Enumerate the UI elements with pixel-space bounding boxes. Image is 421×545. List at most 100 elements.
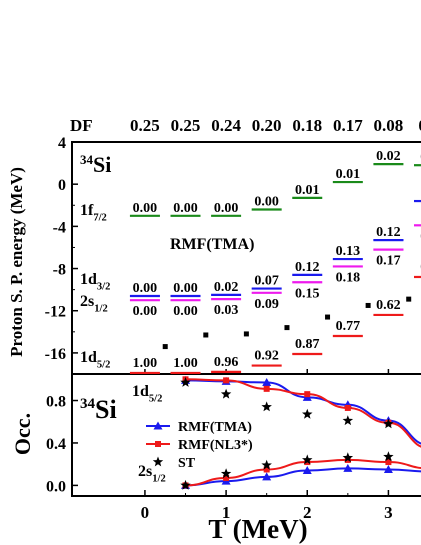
nl3-marker — [223, 474, 230, 481]
bottom-ylabel: Occ. — [10, 413, 35, 455]
bottom-xtick-label: 3 — [384, 503, 393, 522]
occupancy-label: 0.03 — [214, 303, 239, 318]
df-value: 0.18 — [292, 116, 322, 135]
occupancy-label: 0.02 — [214, 280, 239, 295]
nl3-marker — [385, 459, 392, 466]
legend-entry: ST — [178, 456, 196, 471]
st-marker — [383, 451, 394, 462]
tma-marker — [262, 472, 272, 481]
st-marker — [180, 479, 191, 490]
st-marker — [342, 415, 354, 426]
st-marker — [342, 452, 354, 463]
df-value: 0.20 — [252, 116, 282, 135]
occupancy-label: 0.02 — [376, 149, 401, 164]
bottom-frame — [71, 373, 421, 497]
st-marker — [261, 401, 272, 412]
occupancy-label: 0.12 — [295, 260, 320, 275]
sp-marker — [284, 325, 290, 331]
occupancy-label: 0.00 — [254, 194, 279, 209]
st-marker — [383, 418, 394, 429]
bottom-panel: 0.0 0.4 0.8 0 1 2 3 34Si 1d5/2 2s1/2 RMF(TMA) RMF(N… — [46, 375, 421, 522]
st-marker — [261, 459, 272, 470]
st-marker — [302, 454, 313, 465]
occupancy-label: 0.13 — [336, 244, 361, 259]
top-ytick-label: -12 — [45, 304, 66, 321]
occupancy-label: 0.12 — [376, 225, 401, 240]
occupancy-label: 0.00 — [133, 201, 158, 216]
sp-marker — [162, 344, 168, 350]
st-marker — [302, 408, 313, 419]
top-ytick-label: 4 — [58, 135, 66, 152]
df-value: 0.17 — [333, 116, 363, 135]
level-name-1f7-2: 1f7/2 — [80, 202, 107, 224]
top-ytick-label: 0 — [58, 177, 66, 194]
sp-marker — [406, 296, 412, 302]
occupancy-label: 0.00 — [133, 304, 158, 319]
tma-marker — [383, 464, 393, 473]
x-axis-label: T (MeV) — [208, 514, 307, 544]
top-frame — [71, 141, 421, 375]
occupancy-label: 0.09 — [254, 297, 279, 312]
st-marker — [152, 456, 164, 467]
df-label: DF — [70, 116, 93, 135]
occupancy-label: 0.01 — [336, 167, 361, 182]
occupancy-label: 0.00 — [173, 201, 198, 216]
legend-entry: RMF(TMA) — [178, 420, 252, 435]
top-ytick-label: -4 — [53, 219, 66, 236]
occupancy-label: 1.00 — [133, 356, 158, 371]
model-label: RMF(TMA) — [170, 236, 254, 253]
top-ytick-label: -8 — [53, 262, 66, 279]
nl3-marker — [344, 404, 351, 411]
occupancy-label: 0.00 — [173, 281, 198, 296]
tma-marker — [262, 377, 272, 386]
st-marker — [180, 377, 191, 387]
occupancy-label: 0.07 — [254, 274, 279, 289]
nl3-marker — [263, 466, 270, 473]
occupancy-label: 0.00 — [214, 201, 239, 216]
occupancy-label: 0.77 — [336, 319, 361, 334]
bottom-ytick-label: 0.8 — [46, 394, 66, 411]
nl3-marker — [263, 385, 270, 392]
legend-entry: RMF(NL3*) — [178, 438, 253, 453]
occupancy-label: 0.92 — [254, 349, 279, 364]
state-label-2s1-2: 2s1/2 — [138, 463, 166, 485]
df-value: 0.25 — [171, 116, 201, 135]
sp-marker — [203, 332, 209, 338]
occupancy-label: 0.62 — [376, 298, 401, 313]
level-name-1d5-2: 1d5/2 — [80, 349, 110, 371]
df-value: 0.0 — [418, 116, 421, 135]
bottom-ytick-label: 0.4 — [46, 436, 66, 453]
nl3-marker — [155, 441, 161, 447]
bottom-xtick-label: 1 — [222, 503, 231, 522]
nl3-marker — [223, 377, 230, 384]
bottom-xtick-label: 2 — [303, 503, 312, 522]
bottom-ytick-label: 0.0 — [46, 478, 66, 495]
tma-marker — [343, 463, 353, 472]
tma-marker — [302, 466, 312, 475]
bottom-nucleus-label: 34Si — [80, 395, 117, 424]
st-marker — [220, 388, 232, 399]
df-value: 0.08 — [374, 116, 404, 135]
occupancy-label: 0.87 — [295, 337, 320, 352]
tma-marker — [153, 421, 163, 430]
bottom-xtick-label: 0 — [141, 503, 150, 522]
top-nucleus-label: 34Si — [80, 152, 111, 177]
df-value: 0.24 — [211, 116, 241, 135]
top-ylabel: Proton S. P. energy (MeV) — [7, 167, 26, 357]
occupancy-label: 0.96 — [214, 355, 239, 370]
top-ytick-label: -16 — [45, 346, 66, 363]
occupancy-label: 0.00 — [173, 304, 198, 319]
occupancy-label: 0.17 — [376, 254, 401, 269]
sp-marker — [365, 302, 371, 308]
occupancy-label: 0.15 — [295, 286, 320, 301]
top-panel: 4 0 -4 -8 -12 -16 DF 0.25 0.25 0.24 0.20 0.18 0.17 0.… — [45, 116, 421, 375]
occupancy-label: 0.00 — [133, 281, 158, 296]
level-name-2s1-2: 2s1/2 — [80, 293, 108, 315]
state-label-1d5-2: 1d5/2 — [132, 383, 162, 405]
occupancy-label: 1.00 — [173, 356, 198, 371]
occupancy-label: 0.18 — [336, 270, 361, 285]
sp-marker — [243, 331, 249, 337]
occupancy-label: 0.01 — [295, 183, 320, 198]
nl3-marker — [304, 391, 311, 398]
